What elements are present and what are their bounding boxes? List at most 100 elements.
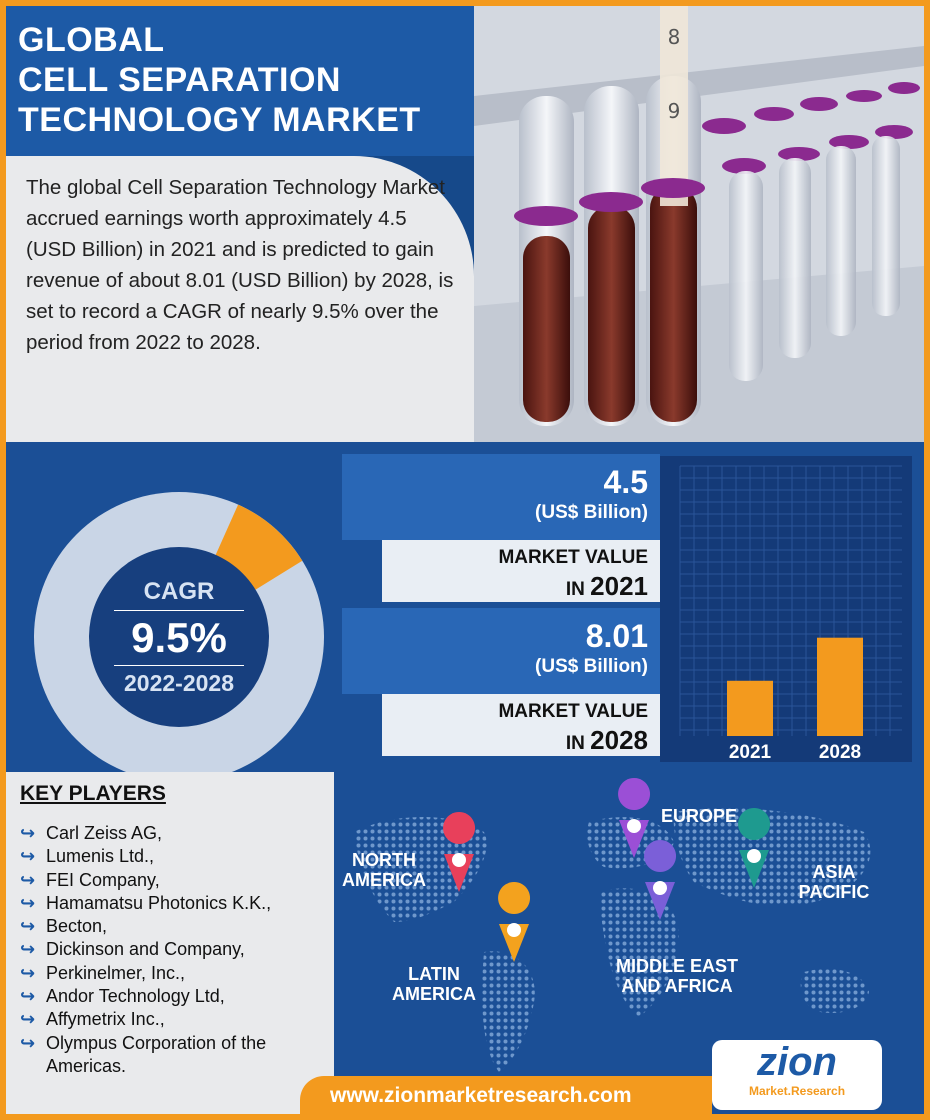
cagr-period: 2022-2028 (124, 669, 234, 696)
region-asia-pacific: ASIA PACIFIC (784, 862, 884, 902)
market-value-2021-unit: (US$ Billion) (535, 502, 648, 523)
region-mea-line-2: AND AFRICA (621, 976, 733, 996)
key-player-name: Olympus Corporation of the Americas. (46, 1032, 267, 1076)
bar-chart-svg: 2021 2028 (679, 465, 902, 763)
market-value-2021: 4.5 (US$ Billion) MARKET VALUE IN 2021 (342, 454, 660, 602)
test-tubes-illustration: 8 9 (474, 6, 924, 442)
key-player-name: Carl Zeiss AG, (46, 823, 163, 843)
australia-shape (800, 968, 869, 1013)
region-latin-america: LATIN AMERICA (384, 964, 484, 1004)
north-america-pin-icon (443, 812, 476, 892)
key-player-name: Perkinelmer, Inc., (46, 962, 186, 983)
market-value-2028-number: 8.01 (585, 618, 648, 654)
logo-subtitle: Market.Research (748, 1084, 846, 1098)
south-america-shape (482, 951, 535, 1072)
world-map (354, 778, 871, 1072)
intro-panel (6, 156, 474, 442)
key-players-list: ↪ Carl Zeiss AG, ↪ Lumenis Ltd., ↪ FEI Compan… (20, 822, 332, 1078)
title-line-2: CELL SEPARATION (18, 61, 341, 99)
europe-pin-icon (618, 778, 651, 858)
key-player-name: Lumenis Ltd., (46, 846, 155, 867)
key-player-item: ↪ FEI Company, (20, 869, 332, 892)
key-player-item: ↪ Affymetrix Inc., (20, 1008, 332, 1031)
latin-america-pin-icon (498, 882, 531, 962)
bar-2021 (727, 680, 773, 736)
key-player-item: ↪ Becton, (20, 915, 332, 938)
region-north-america-line-2: AMERICA (342, 870, 426, 890)
key-players-title: KEY PLAYERS (20, 782, 166, 805)
market-value-2021-year: 2021 (590, 571, 648, 601)
pipette-mark-8: 8 (668, 25, 681, 49)
market-value-2028: 8.01 (US$ Billion) MARKET VALUE IN 2028 (342, 608, 660, 756)
key-player-item: ↪ Perkinelmer, Inc., (20, 962, 332, 985)
key-player-name: Andor Technology Ltd, (46, 986, 225, 1007)
zion-logo: zion Market.Research (712, 1040, 882, 1110)
middle-east-africa-pin-icon (644, 840, 677, 920)
asia-pacific-pin-icon (738, 808, 771, 888)
intro-paragraph: The global Cell Separation Technology Ma… (26, 176, 454, 354)
key-player-name: Dickinson and Company, (46, 939, 245, 960)
market-value-2028-year: 2028 (590, 725, 648, 755)
key-player-item: ↪ Olympus Corporation of the Americas. (20, 1032, 332, 1079)
cagr-divider (114, 609, 244, 611)
bullet-arrow-icon: ↪ (20, 846, 36, 867)
market-value-2021-top: 4.5 (US$ Billion) (342, 454, 660, 540)
market-value-2021-prefix: IN (565, 579, 585, 600)
africa-shape (599, 888, 679, 1017)
key-player-item: ↪ Andor Technology Ltd, (20, 985, 332, 1008)
website-link[interactable]: www.zionmarketresearch.com (330, 1084, 632, 1107)
bullet-arrow-icon: ↪ (20, 869, 36, 890)
cagr-label: CAGR (143, 577, 215, 605)
market-value-2028-label: MARKET VALUE (498, 701, 648, 722)
page-title: GLOBAL CELL SEPARATION TECHNOLOGY MARKET (18, 20, 458, 140)
key-players-panel (6, 772, 334, 1114)
bullet-arrow-icon: ↪ (20, 916, 36, 937)
key-player-item: ↪ Dickinson and Company, (20, 938, 332, 961)
region-asia-pacific-line-2: PACIFIC (798, 882, 870, 902)
bar-label-2021: 2021 (729, 742, 772, 762)
region-north-america-line-1: NORTH (352, 850, 416, 870)
key-player-item: ↪ Hamamatsu Photonics K.K., (20, 892, 332, 915)
region-middle-east-africa: MIDDLE EAST AND AFRICA (604, 956, 750, 996)
bullet-arrow-icon: ↪ (20, 962, 36, 983)
pipette-mark-9: 9 (668, 99, 681, 123)
market-value-2028-caption: MARKET VALUE IN 2028 (382, 694, 660, 756)
bullet-arrow-icon: ↪ (20, 823, 36, 843)
title-line-1: GLOBAL (18, 21, 165, 59)
region-latin-america-line-1: LATIN (408, 964, 460, 984)
bullet-arrow-icon: ↪ (20, 939, 36, 960)
bar-label-2028: 2028 (819, 742, 861, 762)
bullet-arrow-icon: ↪ (20, 986, 36, 1007)
north-america-shape (354, 817, 487, 922)
bar-2028 (817, 637, 863, 736)
key-player-item: ↪ Lumenis Ltd., (20, 845, 332, 868)
region-asia-pacific-line-1: ASIA (812, 862, 856, 882)
market-value-2021-number: 4.5 (603, 464, 648, 500)
region-latin-america-line-2: AMERICA (392, 984, 476, 1004)
bullet-arrow-icon: ↪ (20, 892, 36, 913)
key-player-name: FEI Company, (46, 869, 160, 890)
bullet-arrow-icon: ↪ (20, 1009, 36, 1030)
region-europe: EUROPE (660, 806, 738, 826)
market-value-bar-chart: 2021 2028 (660, 456, 912, 763)
key-player-name: Affymetrix Inc., (46, 1009, 165, 1030)
key-player-name: Hamamatsu Photonics K.K., (46, 892, 272, 913)
market-value-2028-unit: (US$ Billion) (535, 656, 648, 677)
region-north-america: NORTH AMERICA (334, 850, 434, 890)
market-value-2021-caption: MARKET VALUE IN 2021 (382, 540, 660, 602)
market-value-2028-top: 8.01 (US$ Billion) (342, 608, 660, 694)
key-player-name: Becton, (46, 916, 108, 937)
test-tubes-photo: 8 9 (474, 6, 924, 442)
asia-shape (673, 808, 871, 906)
cagr-value: 9.5% (131, 613, 227, 661)
footer-bar (300, 1076, 712, 1118)
bullet-arrow-icon: ↪ (20, 1032, 36, 1053)
cagr-divider-2 (114, 664, 244, 666)
logo-wordmark: zion (757, 1040, 837, 1084)
cagr-center: CAGR 9.5% 2022-2028 (89, 547, 269, 727)
key-player-item: ↪ Carl Zeiss AG, (20, 822, 332, 845)
region-mea-line-1: MIDDLE EAST (615, 956, 738, 976)
title-line-3: TECHNOLOGY MARKET (18, 101, 421, 139)
market-value-2021-label: MARKET VALUE (498, 547, 648, 568)
market-value-2028-prefix: IN (565, 733, 585, 754)
